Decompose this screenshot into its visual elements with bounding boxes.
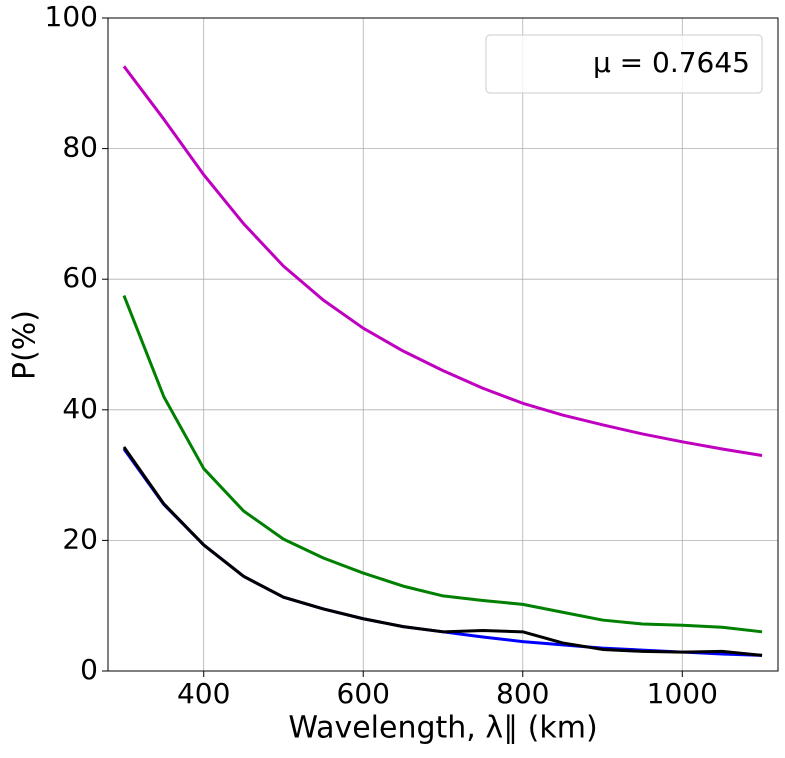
line-series [122, 446, 763, 657]
legend-text: μ = 0.7645 [593, 46, 750, 79]
line-series [122, 65, 763, 457]
y-tick-label: 80 [62, 131, 98, 164]
plot-frame [107, 17, 779, 672]
y-tick-label: 0 [80, 653, 98, 686]
y-tick-label: 40 [62, 392, 98, 425]
y-tick-label: 20 [62, 522, 98, 555]
x-tick-label: 1000 [647, 677, 718, 710]
x-tick-label: 400 [177, 677, 230, 710]
line-series [122, 294, 763, 634]
y-tick-label: 60 [62, 261, 98, 294]
y-axis-label: P(%) [8, 310, 43, 380]
x-axis-label: Wavelength, λ∥ (km) [288, 711, 597, 746]
legend-box [485, 34, 763, 94]
x-tick-label: 800 [496, 677, 549, 710]
x-tick-label: 600 [337, 677, 390, 710]
y-tick-label: 100 [45, 0, 98, 33]
